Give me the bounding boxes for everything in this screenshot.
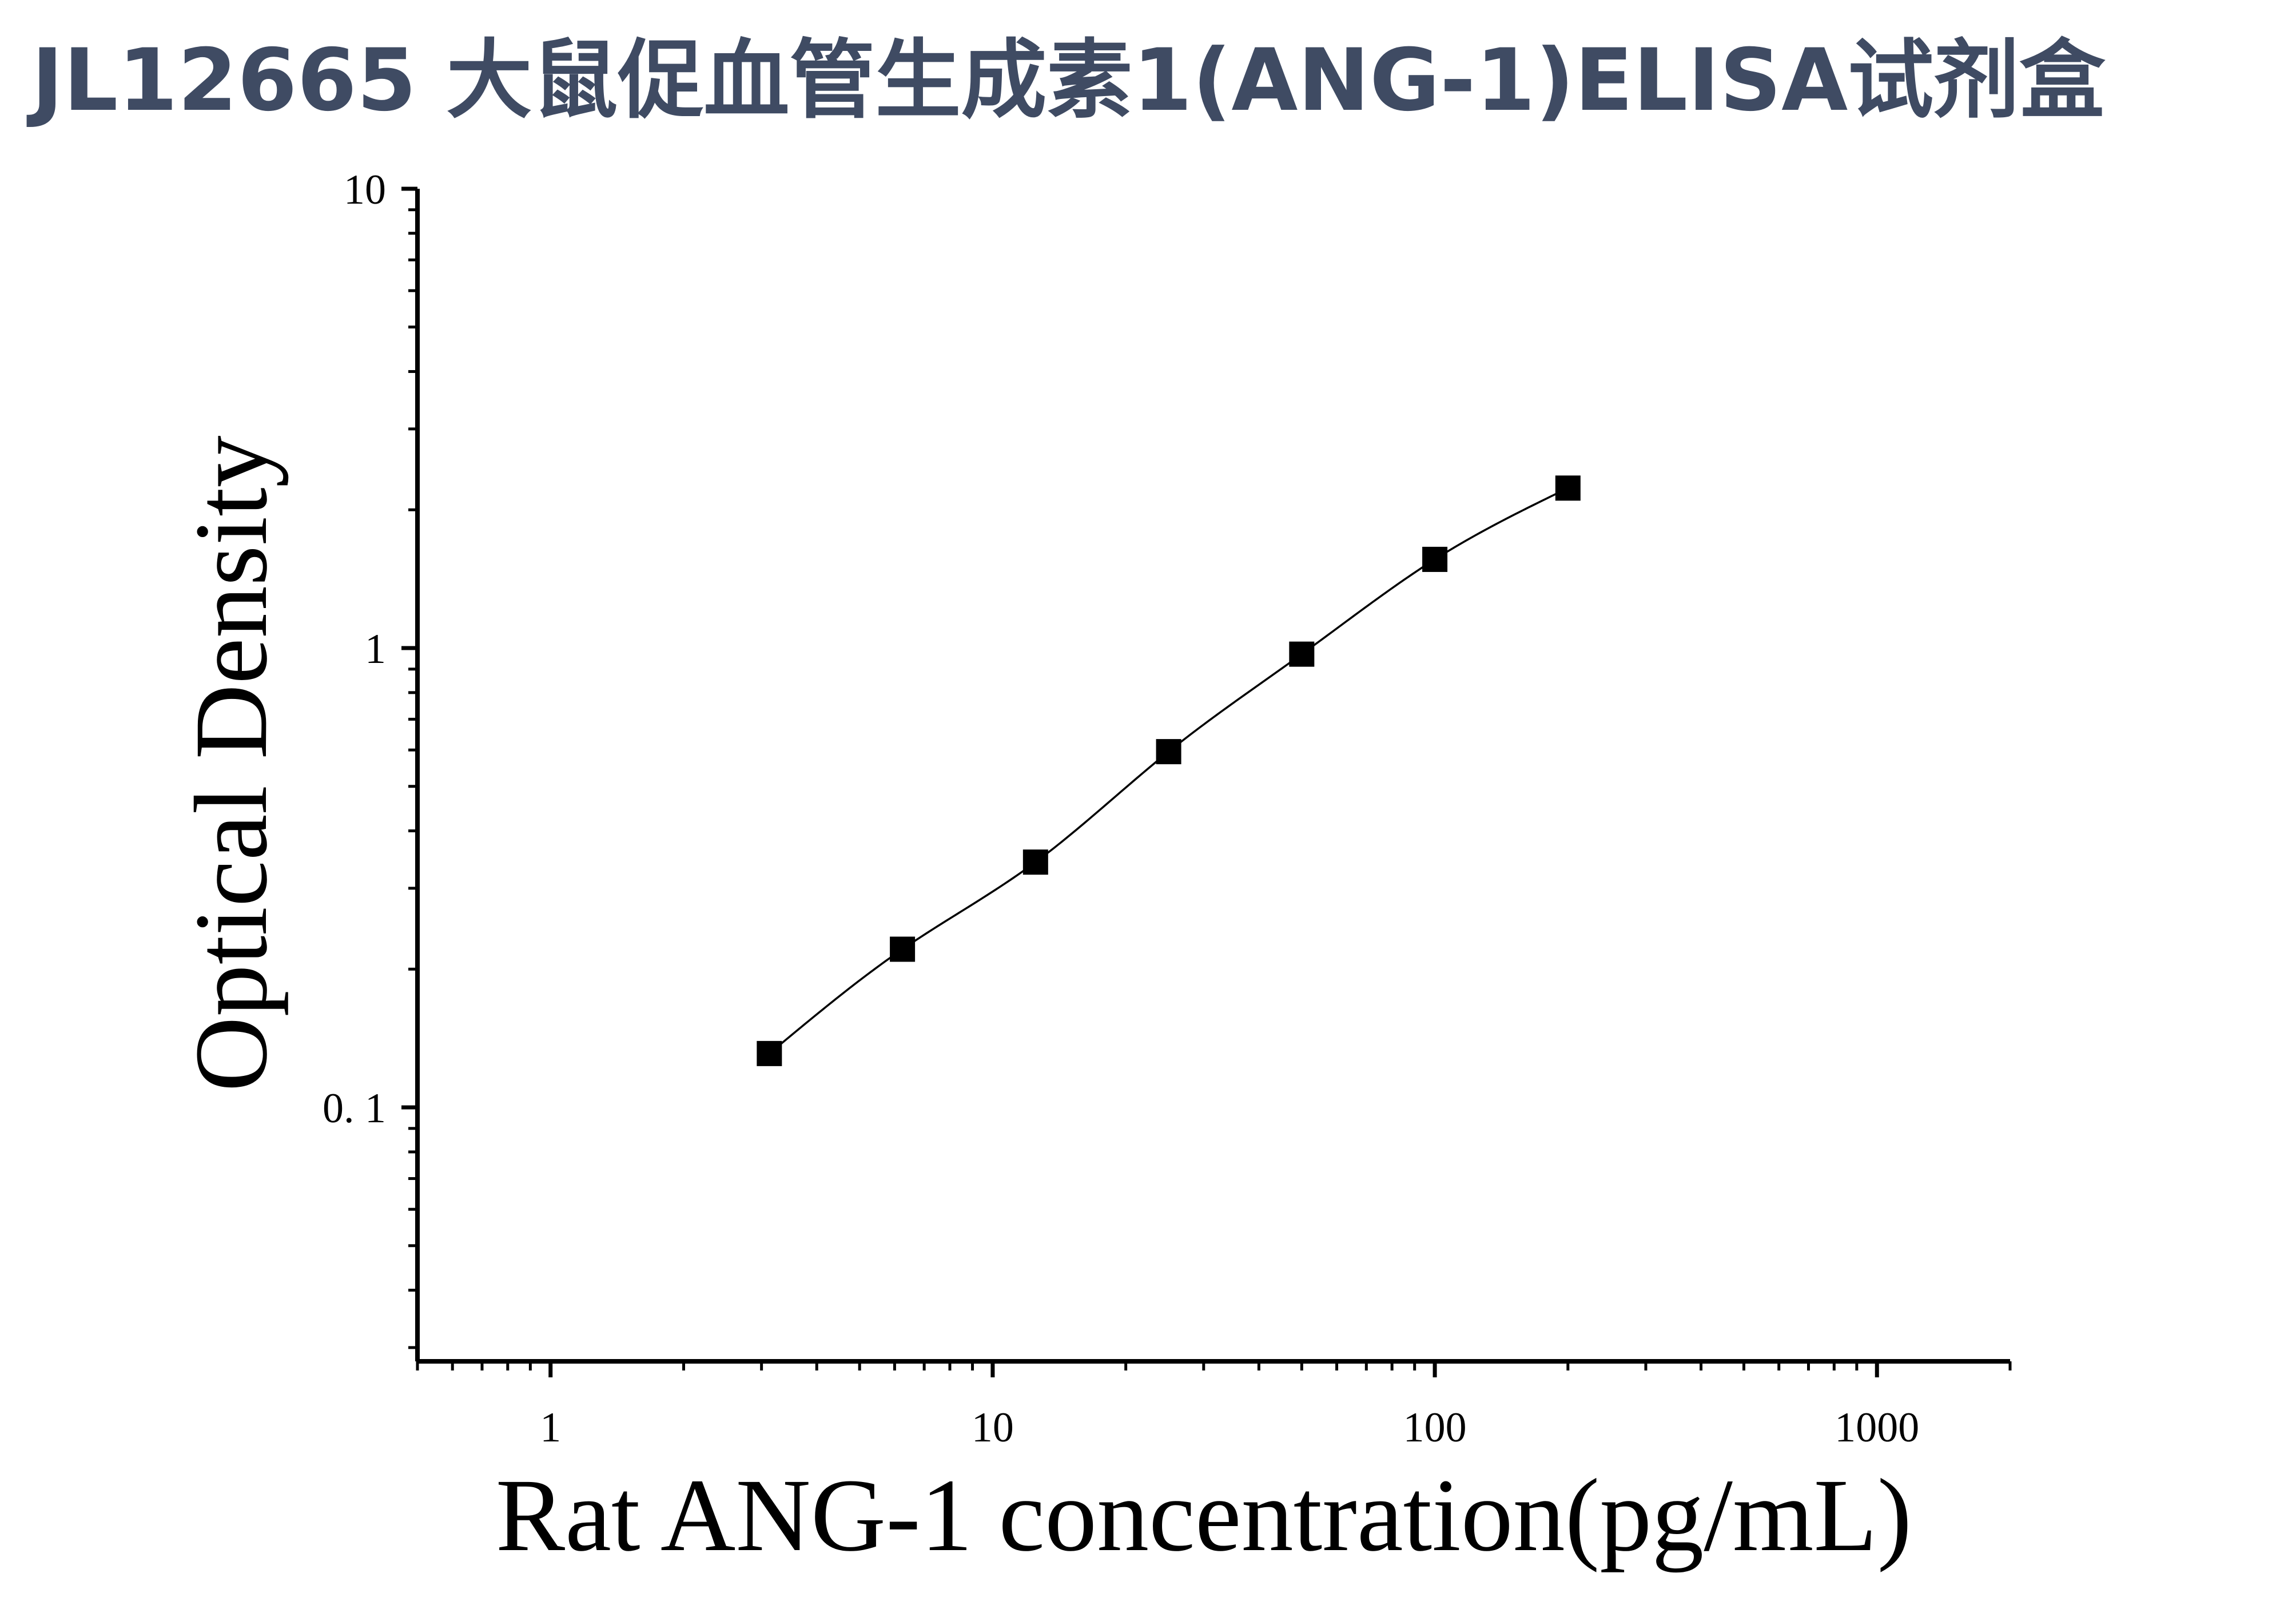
x-tick-label: 1000 xyxy=(1835,1404,1919,1451)
data-point xyxy=(1022,849,1048,875)
y-tick-label: 1 xyxy=(365,626,386,673)
y-tick-label: 0. 1 xyxy=(323,1085,386,1132)
tick-labels: 1 10 100 1000 0. 1 1 10 xyxy=(323,166,1919,1451)
x-axis-label: Rat ANG-1 concentration(pg/mL) xyxy=(496,1458,1912,1573)
data-points xyxy=(757,475,1581,1066)
axes xyxy=(415,189,2010,1364)
chart-title: JL12665 大鼠促血管生成素1(ANG-1)ELISA试剂盒 xyxy=(26,31,2106,130)
x-tick-label: 100 xyxy=(1403,1404,1467,1451)
data-point xyxy=(1289,641,1315,667)
data-point xyxy=(890,936,916,962)
x-tick-label: 10 xyxy=(972,1404,1014,1451)
x-tick-label: 1 xyxy=(540,1404,561,1451)
fit-curve xyxy=(769,487,1569,1055)
y-tick-label: 10 xyxy=(344,166,386,213)
axis-ticks xyxy=(401,186,2012,1377)
data-point xyxy=(1422,546,1448,572)
data-point xyxy=(1555,475,1581,501)
y-axis-label: Optical Density xyxy=(174,435,289,1091)
data-point xyxy=(1156,739,1181,765)
data-point xyxy=(757,1040,782,1066)
